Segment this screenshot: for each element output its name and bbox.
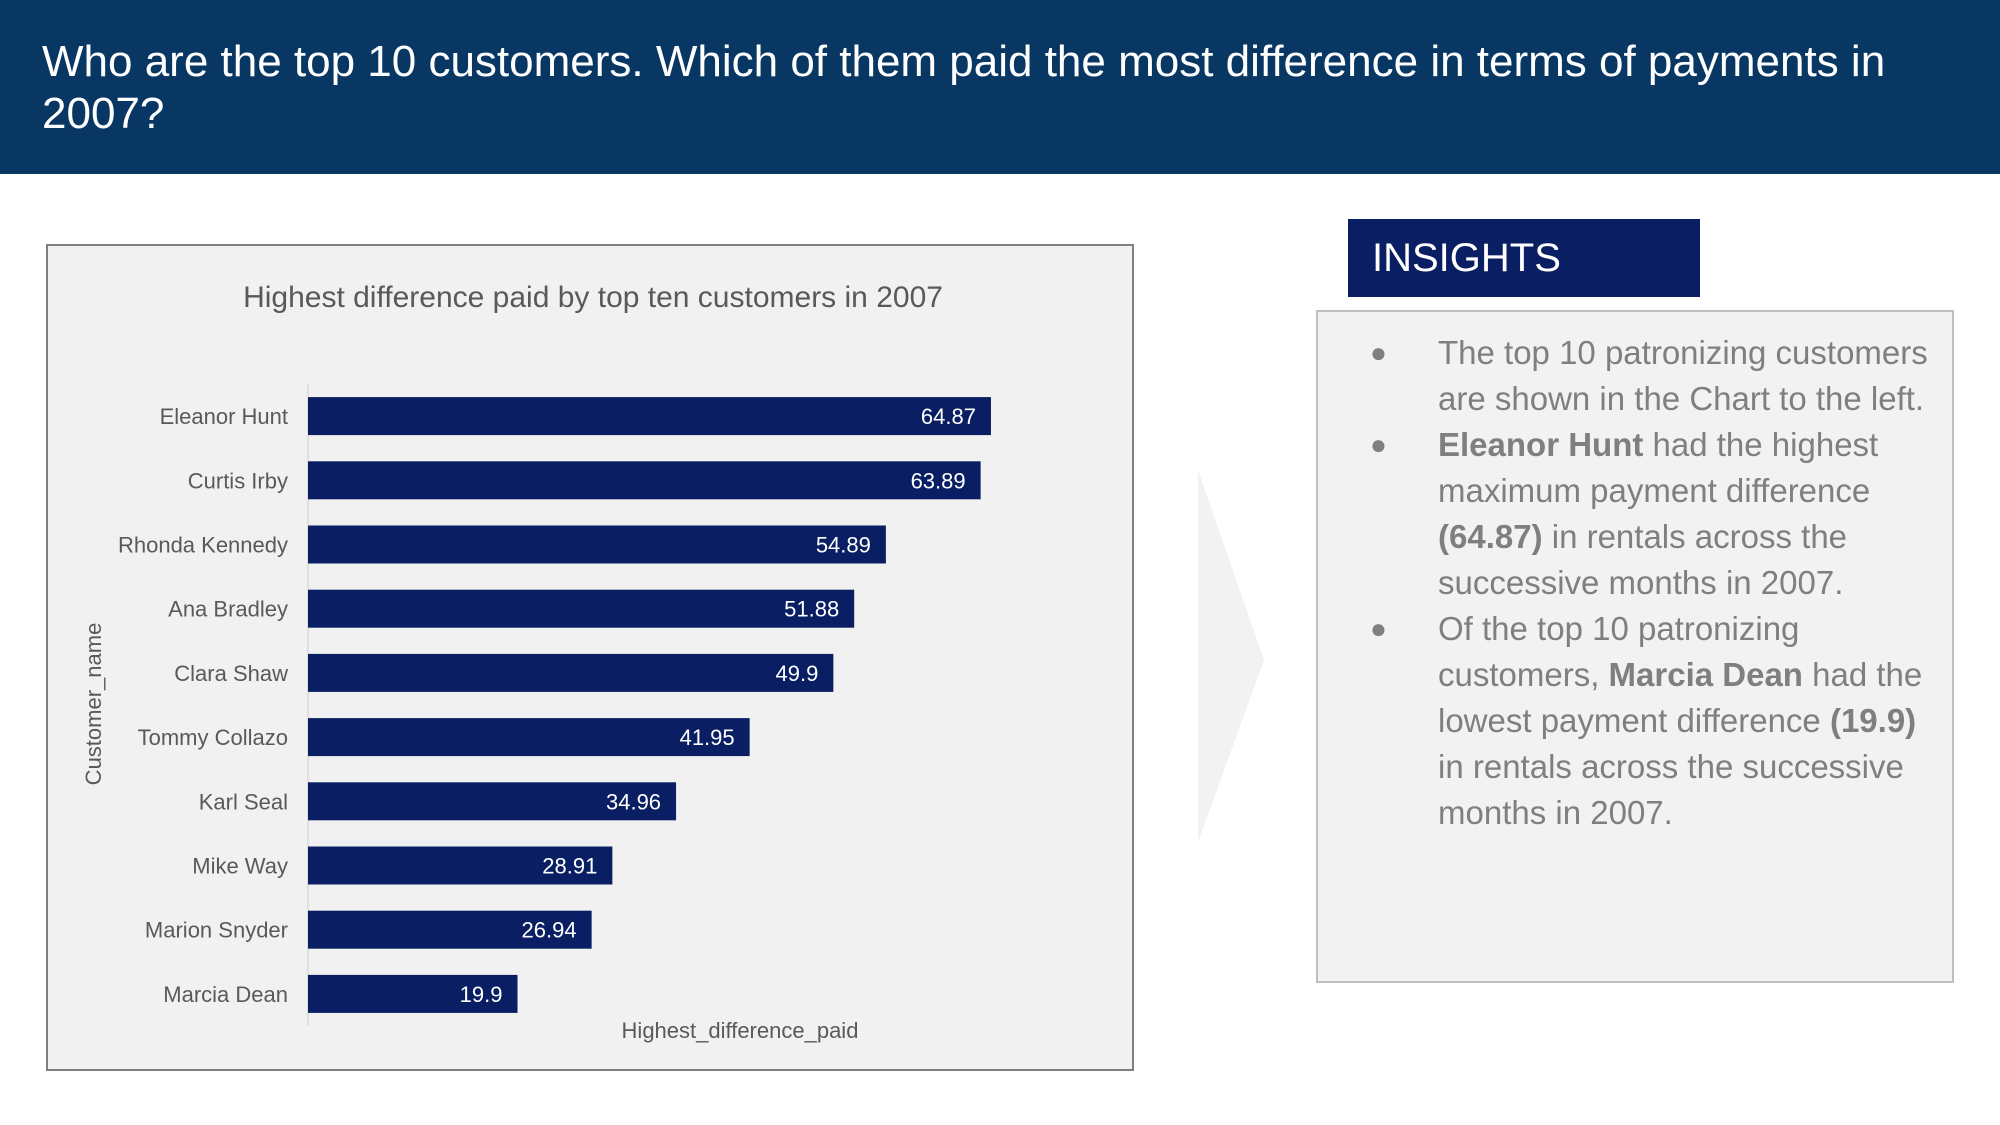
- value-label: 49.9: [776, 661, 819, 686]
- value-label: 26.94: [522, 918, 577, 943]
- bar-ana-bradley: [308, 589, 855, 628]
- value-label: 41.95: [680, 725, 735, 750]
- bullet-icon: ●: [1370, 429, 1387, 460]
- chart-title: Highest difference paid by top ten custo…: [243, 281, 943, 314]
- bar-eleanor-hunt: [308, 397, 991, 436]
- insight-text: had the lowest payment difference: [1438, 656, 1923, 739]
- bar-marcia-dean: [308, 974, 518, 1013]
- category-label: Marcia Dean: [163, 982, 288, 1007]
- value-label: 63.89: [911, 468, 966, 493]
- x-axis-title: Highest_difference_paid: [622, 1018, 859, 1043]
- y-axis-title: Customer_name: [81, 623, 106, 786]
- category-label: Rhonda Kennedy: [118, 533, 288, 558]
- bar-mike-way: [308, 846, 613, 885]
- insight-text: Of the top 10 patronizing customers,: [1438, 610, 1800, 693]
- insights-box: ● The top 10 patronizing customers are sh…: [1316, 310, 1954, 983]
- page-title: Who are the top 10 customers. Which of t…: [42, 37, 1886, 138]
- bar-clara-shaw: [308, 653, 834, 692]
- bar-curtis-irby: [308, 461, 981, 500]
- category-label: Ana Bradley: [168, 597, 288, 622]
- insight-item: ● Eleanor Hunt had the highest maximum pa…: [1318, 422, 1932, 606]
- bar-tommy-collazo: [308, 718, 750, 757]
- value-label: 34.96: [606, 789, 661, 814]
- insight-emphasis: (64.87): [1438, 518, 1543, 555]
- category-label: Marion Snyder: [145, 918, 288, 943]
- insight-item: ● The top 10 patronizing customers are sh…: [1318, 330, 1932, 422]
- category-label: Mike Way: [192, 854, 288, 879]
- bar-rhonda-kennedy: [308, 525, 886, 564]
- category-label: Tommy Collazo: [138, 725, 288, 750]
- value-label: 28.91: [542, 854, 597, 879]
- insights-tab-label: INSIGHTS: [1372, 236, 1561, 280]
- insights-list: ● The top 10 patronizing customers are sh…: [1318, 312, 1952, 836]
- bar-chart: Highest difference paid by top ten custo…: [81, 281, 991, 1043]
- value-label: 54.89: [816, 533, 871, 558]
- insight-text: in rentals across the successive months …: [1438, 518, 1848, 601]
- bar-karl-seal: [308, 782, 677, 821]
- bullet-icon: ●: [1370, 337, 1387, 368]
- value-label: 64.87: [921, 404, 976, 429]
- value-label: 51.88: [784, 597, 839, 622]
- category-label: Eleanor Hunt: [160, 404, 288, 429]
- insight-item: ● Of the top 10 patronizing customers, Ma…: [1318, 606, 1932, 836]
- insight-text: in rentals across the successive months …: [1438, 748, 1904, 831]
- insight-text: The top 10 patronizing customers are sho…: [1438, 334, 1928, 417]
- page-header: Who are the top 10 customers. Which of t…: [0, 0, 2000, 174]
- bar-marion-snyder: [308, 910, 592, 949]
- insight-text: had the highest maximum payment differen…: [1438, 426, 1879, 509]
- insight-emphasis: Eleanor Hunt: [1438, 426, 1644, 463]
- bullet-icon: ●: [1370, 613, 1387, 644]
- category-label: Curtis Irby: [188, 468, 288, 493]
- category-label: Karl Seal: [199, 789, 288, 814]
- insights-tab: INSIGHTS: [1348, 219, 1700, 297]
- chevron-right-icon: [1198, 470, 1264, 842]
- insight-emphasis: Marcia Dean: [1608, 656, 1803, 693]
- category-label: Clara Shaw: [174, 661, 288, 686]
- bars-layer: Eleanor Hunt 64.87 Curtis Irby 63.89 Rhonda …: [118, 397, 991, 1013]
- insight-emphasis: (19.9): [1829, 702, 1917, 739]
- value-label: 19.9: [460, 982, 503, 1007]
- chart-panel: Highest difference paid by top ten custo…: [46, 244, 1134, 1071]
